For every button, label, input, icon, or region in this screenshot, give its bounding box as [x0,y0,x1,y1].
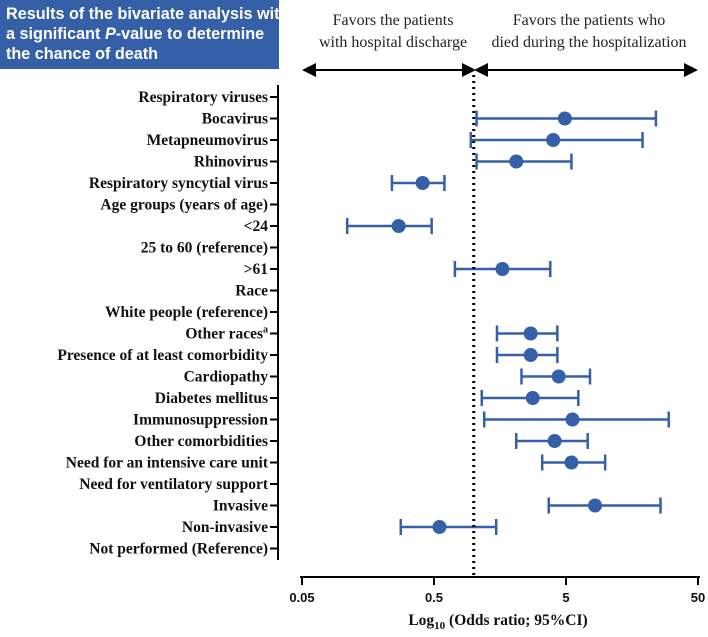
x-tick-label: 5 [562,590,569,605]
row-label-text: Other races [185,326,263,343]
row-label: Rhinovirus [194,154,268,171]
chart-title-box: Results of the bivariate analysis with a… [0,0,290,69]
row-label: Not performed (Reference) [89,541,268,558]
row-label-text: Non-invasive [182,519,268,536]
row-label-text: Need for an intensive care unit [66,455,269,472]
row-label: Need for an intensive care unit [66,455,269,472]
x-axis-label-main: Log [408,612,434,629]
row-label-text: Immunosuppression [133,412,268,429]
x-tick-label: 0.05 [289,590,314,605]
row-label-text: Race [235,283,268,300]
row-label: Cardiopathy [184,369,269,386]
odds-ratio-point [509,154,524,169]
odds-ratio-point [557,111,572,126]
row-label: Need for ventilatory support [79,476,269,493]
row-label-text: 25 to 60 (reference) [141,240,268,257]
row-label-text: Respiratory syncytial virus [89,175,268,192]
row-label: Other racesa [185,325,268,343]
odds-ratio-point [415,176,430,190]
right-header-arrow [474,63,698,77]
row-label-text: >61 [244,261,268,278]
row-label: Bocavirus [202,111,268,128]
left-header-arrow [302,63,476,77]
row-label: >61 [244,261,268,278]
row-label-text: Diabetes mellitus [155,390,268,407]
row-label-text: <24 [244,218,269,235]
odds-ratio-point [546,133,561,147]
row-label-text: Rhinovirus [194,154,268,171]
odds-ratio-point [523,326,538,341]
title-line-2b: -value to determine [115,25,265,43]
left-header-line1: Favors the patients [333,12,454,29]
row-label: Age groups (years of age) [100,197,268,214]
odds-ratio-point [565,412,580,427]
odds-ratio-point [551,369,566,384]
row-label: White people (reference) [105,304,268,321]
title-line-1: Results of the bivariate analysis with [6,5,290,23]
row-label: Presence of at least comorbidity [57,347,268,364]
odds-ratio-point [588,498,603,513]
row-label-text: Cardiopathy [184,369,269,386]
rows-group: Respiratory viruses Bocavirus Metapneumovi… [57,89,670,558]
row-label: Immunosuppression [133,412,268,429]
row-label-text: Bocavirus [202,111,268,128]
row-label-superscript: a [263,325,268,336]
row-label: Metapneumovirus [147,132,268,149]
title-line-2a: a significant [6,25,105,43]
row-label-text: Metapneumovirus [147,132,268,149]
row-label: Respiratory viruses [138,89,268,106]
left-header-line2: with hospital discharge [319,34,467,51]
row-label: <24 [244,218,269,235]
title-line-3: the chance of death [6,45,159,63]
row-label-text: Other comorbidities [134,433,268,450]
row-label-text: Respiratory viruses [138,89,268,106]
odds-ratio-point [523,348,538,362]
row-label-text: Need for ventilatory support [79,476,269,493]
x-axis-label-rest: (Odds ratio; 95%CI) [445,612,588,629]
row-label: Race [235,283,268,300]
x-ticks: 0.05 0.5 5 50 [289,577,705,605]
odds-ratio-point [547,434,562,448]
row-label-text: Presence of at least comorbidity [57,347,268,364]
row-label-text: Not performed (Reference) [89,541,268,558]
row-label-text: Invasive [213,498,268,515]
x-tick-label: 0.5 [425,590,443,605]
row-label-text: White people (reference) [105,304,268,321]
right-header-line2: died during the hospitalization [491,34,686,51]
odds-ratio-point [391,219,406,233]
row-label: Other comorbidities [134,433,268,450]
row-label-text: Age groups (years of age) [100,197,268,214]
row-label: Respiratory syncytial virus [89,175,268,192]
row-label: 25 to 60 (reference) [141,240,268,257]
right-header-line1: Favors the patients who [513,12,665,29]
title-line-2-italic: P [104,25,116,43]
row-label: Invasive [213,498,268,515]
odds-ratio-point [432,520,447,534]
x-axis-label-sub: 10 [434,620,446,632]
x-tick-label: 50 [691,590,705,605]
x-axis-label: Log10 (Odds ratio; 95%CI) [408,612,587,632]
row-label: Diabetes mellitus [155,390,268,407]
odds-ratio-point [564,455,579,470]
row-label: Non-invasive [182,519,268,536]
odds-ratio-point [525,391,540,405]
title-line-2: a significant P-value to determine [6,24,273,44]
odds-ratio-point [495,262,510,276]
